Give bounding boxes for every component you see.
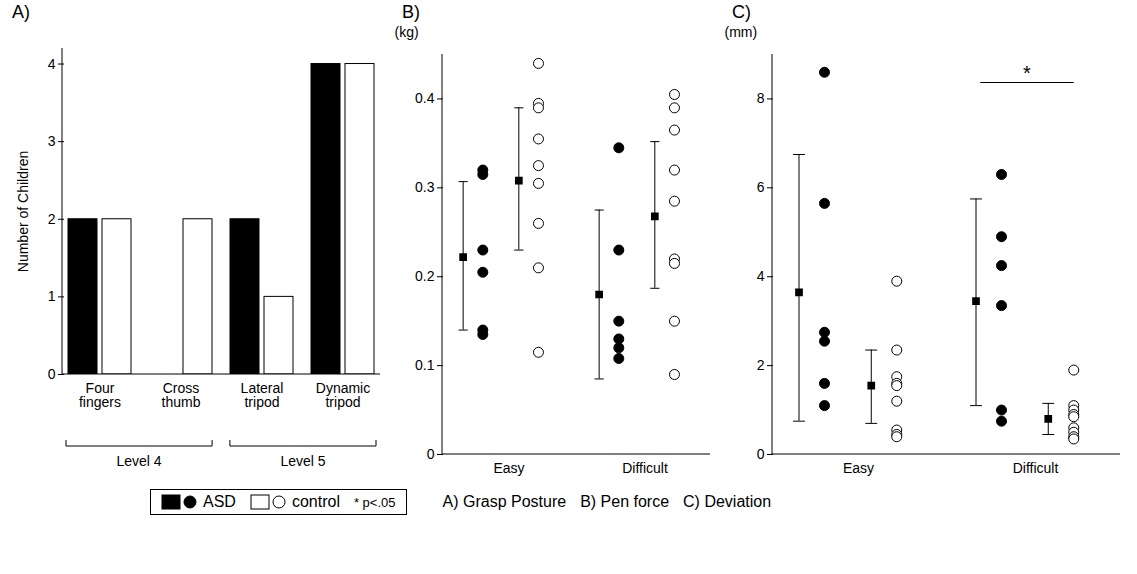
svg-text:Crossthumb: Crossthumb (162, 380, 201, 410)
html-text:* p<.05: * p<.05 (353, 494, 396, 510)
svg-text:0.4: 0.4 (415, 90, 435, 106)
svg-text:0: 0 (427, 446, 435, 462)
html-text:B): B) (402, 2, 420, 22)
svg-text:0.1: 0.1 (415, 357, 435, 373)
svg-text:4: 4 (48, 56, 56, 72)
svg-text:(mm): (mm) (725, 24, 758, 40)
svg-text:6: 6 (757, 179, 765, 195)
svg-text:4: 4 (757, 268, 765, 284)
svg-text:(kg): (kg) (395, 24, 419, 40)
svg-text:*: * (1023, 62, 1031, 84)
html-text:ASD: ASD (203, 493, 236, 510)
svg-text:Fourfingers: Fourfingers (79, 380, 121, 410)
svg-text:Difficult: Difficult (622, 460, 668, 476)
html-text:C) Deviation: C) Deviation (683, 493, 772, 510)
svg-text:Dynamictripod: Dynamictripod (316, 380, 370, 410)
svg-text:Easy: Easy (493, 460, 524, 476)
html-text:C): C) (732, 2, 751, 22)
svg-text:0.3: 0.3 (415, 179, 435, 195)
svg-text:1: 1 (48, 288, 56, 304)
svg-text:Level 4: Level 4 (116, 453, 161, 469)
svg-text:0: 0 (757, 446, 765, 462)
svg-text:2: 2 (48, 211, 56, 227)
svg-text:Lateraltripod: Lateraltripod (241, 380, 284, 410)
html-text:B) Pen force: B) Pen force (580, 493, 670, 510)
html-text:A): A) (12, 2, 30, 22)
svg-text:2: 2 (757, 357, 765, 373)
svg-text:Difficult: Difficult (1013, 460, 1059, 476)
svg-text:3: 3 (48, 133, 56, 149)
svg-text:0.2: 0.2 (415, 268, 435, 284)
svg-text:0: 0 (48, 366, 56, 382)
svg-text:8: 8 (757, 90, 765, 106)
svg-text:Easy: Easy (843, 460, 874, 476)
html-text:A) Grasp Posture: A) Grasp Posture (442, 493, 567, 510)
svg-text:Number of Children: Number of Children (15, 151, 31, 272)
html-text:control: control (291, 493, 340, 510)
svg-text:Level 5: Level 5 (280, 453, 325, 469)
